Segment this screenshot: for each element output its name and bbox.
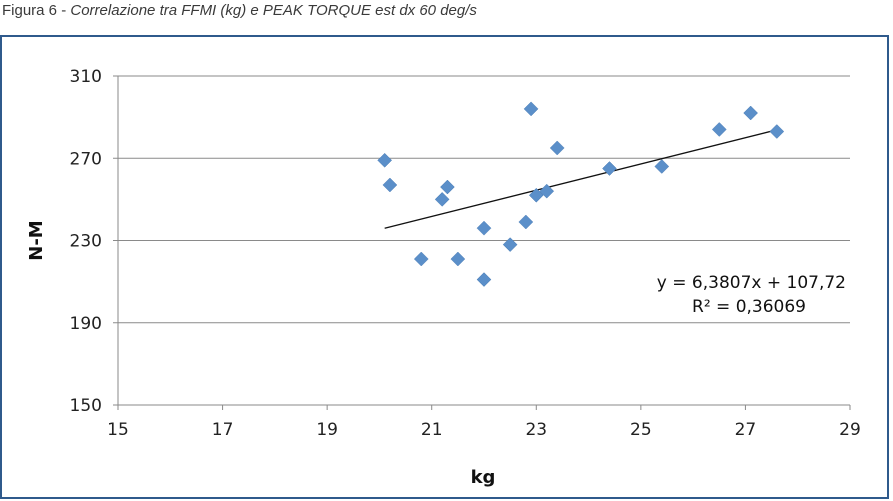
y-tick-label: 190 (70, 314, 102, 334)
x-tick-label: 25 (630, 420, 652, 440)
data-point (743, 105, 759, 121)
data-point (539, 183, 555, 199)
data-point (476, 220, 492, 236)
data-point (549, 140, 565, 156)
x-tick-label: 17 (212, 420, 234, 440)
caption-prefix: Figura 6 - (2, 2, 71, 19)
caption-title: Correlazione tra FFMI (kg) e PEAK TORQUE… (70, 2, 477, 19)
data-point (434, 192, 450, 207)
tick-labels: 150 190 230 270 310 15 17 19 21 23 25 27 29 (70, 67, 861, 440)
axes (113, 75, 851, 410)
data-point (450, 251, 466, 267)
x-tick-label: 21 (421, 420, 443, 440)
x-tick-label: 27 (735, 420, 757, 440)
data-point (413, 251, 429, 267)
trendline-r-squared: R² = 0,36069 (692, 297, 806, 317)
trendline-line (384, 129, 777, 229)
data-point (528, 187, 544, 203)
data-point (382, 177, 398, 193)
y-tick-label: 270 (70, 149, 102, 169)
data-point (769, 124, 785, 139)
x-tick-label: 19 (316, 420, 338, 440)
data-point (502, 237, 518, 252)
data-point (440, 179, 455, 195)
data-point (711, 122, 727, 137)
y-tick-label: 230 (70, 232, 102, 252)
x-tick-label: 23 (525, 420, 547, 440)
data-point (602, 161, 617, 176)
figure-caption: Figura 6 - Correlazione tra FFMI (kg) e … (2, 2, 477, 19)
scatter-chart: 150 190 230 270 310 15 17 19 21 23 25 27 29 N-M kg y… (26, 67, 861, 488)
data-point (523, 101, 539, 117)
data-point (476, 272, 492, 287)
data-point (654, 159, 670, 174)
y-tick-label: 310 (70, 67, 102, 87)
trendline-equation: y = 6,3807x + 107,72 (657, 273, 846, 293)
x-tick-label: 29 (839, 420, 861, 440)
x-axis-title: kg (471, 467, 496, 488)
data-point (377, 152, 393, 168)
x-tick-label: 15 (107, 420, 129, 440)
data-point (518, 214, 534, 230)
y-axis-title: N-M (26, 220, 47, 260)
data-points (377, 101, 785, 287)
y-tick-label: 150 (70, 396, 102, 416)
grid-lines (118, 75, 850, 324)
trendline (384, 129, 777, 229)
chart-frame: 150 190 230 270 310 15 17 19 21 23 25 27 29 N-M kg y… (0, 35, 889, 499)
